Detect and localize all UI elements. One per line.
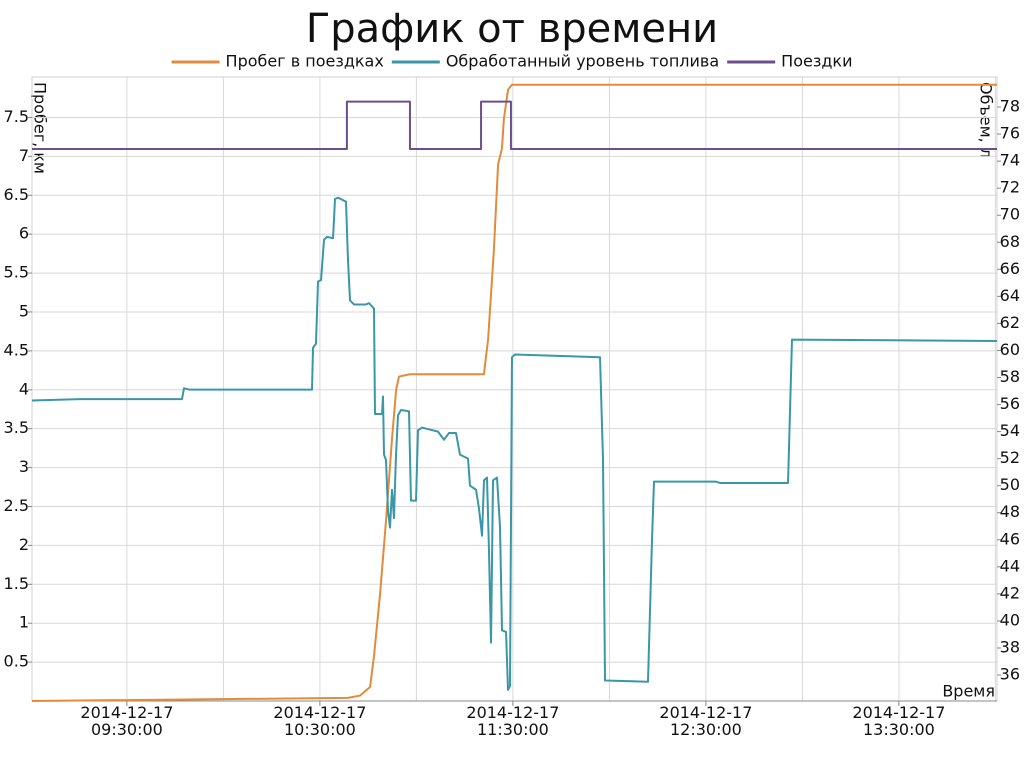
y2-tick-label: 40 xyxy=(1000,610,1020,629)
y-tick-label: 5 xyxy=(19,301,29,320)
y2-tick-label: 74 xyxy=(1000,151,1020,170)
y-tick-label: 2 xyxy=(19,535,29,554)
y2-tick-label: 54 xyxy=(1000,421,1020,440)
y-tick-label: 5.5 xyxy=(4,263,29,282)
y2-tick-label: 62 xyxy=(1000,313,1020,332)
y-tick-label: 2.5 xyxy=(4,496,29,515)
x-tick-label: 2014-12-17 12:30:00 xyxy=(659,703,753,739)
y2-tick-label: 68 xyxy=(1000,232,1020,251)
y2-axis-title: Объем, л xyxy=(977,82,996,158)
y2-tick-label: 78 xyxy=(1000,97,1020,116)
x-tick-label: 2014-12-17 09:30:00 xyxy=(80,703,174,739)
y2-tick-label: 60 xyxy=(1000,340,1020,359)
y-tick-label: 3.5 xyxy=(4,418,29,437)
y-tick-label: 6 xyxy=(19,224,29,243)
y2-tick-label: 70 xyxy=(1000,205,1020,224)
y-tick-label: 4 xyxy=(19,379,29,398)
y2-tick-label: 42 xyxy=(1000,583,1020,602)
y2-tick-label: 58 xyxy=(1000,367,1020,386)
y2-tick-label: 76 xyxy=(1000,124,1020,143)
series-line xyxy=(31,83,997,702)
y2-tick-label: 64 xyxy=(1000,286,1020,305)
y2-tick-label: 50 xyxy=(1000,475,1020,494)
y2-tick-label: 38 xyxy=(1000,637,1020,656)
y2-tick-label: 48 xyxy=(1000,502,1020,521)
x-tick-label: 2014-12-17 10:30:00 xyxy=(273,703,367,739)
series-line xyxy=(32,100,997,150)
y-axis-title: Пробег, км xyxy=(31,82,50,174)
x-tick-label: 2014-12-17 11:30:00 xyxy=(466,703,560,739)
legend-label: Пробег в поездках xyxy=(226,52,384,71)
y-tick-label: 7 xyxy=(19,146,29,165)
y2-tick-label: 72 xyxy=(1000,178,1020,197)
y2-tick-label: 46 xyxy=(1000,529,1020,548)
y-tick-label: 1.5 xyxy=(4,574,29,593)
y2-tick-label: 44 xyxy=(1000,556,1020,575)
y2-tick-label: 36 xyxy=(1000,665,1020,684)
y-tick-label: 3 xyxy=(19,457,29,476)
chart-title: График от времени xyxy=(306,6,718,52)
legend-label: Обработанный уровень топлива xyxy=(446,52,719,71)
plot-frame xyxy=(31,76,998,702)
y-tick-label: 7.5 xyxy=(4,107,29,126)
x-tick-label: 2014-12-17 13:30:00 xyxy=(852,703,946,739)
x-axis-title: Время xyxy=(942,682,995,701)
series-line xyxy=(31,196,998,691)
legend-label: Поездки xyxy=(781,52,852,71)
y-tick-label: 0.5 xyxy=(4,652,29,671)
legend: Пробег в поездках Обработанный уровень то… xyxy=(171,52,852,71)
y2-tick-label: 66 xyxy=(1000,259,1020,278)
y-tick-label: 1 xyxy=(19,613,29,632)
y2-tick-label: 56 xyxy=(1000,394,1020,413)
y-tick-label: 6.5 xyxy=(4,185,29,204)
y2-tick-label: 52 xyxy=(1000,448,1020,467)
y-tick-label: 4.5 xyxy=(4,340,29,359)
